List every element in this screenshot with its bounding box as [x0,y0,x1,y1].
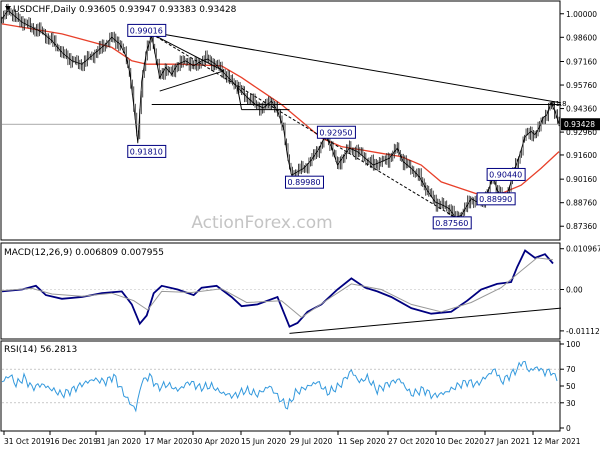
price-annotation-label: 0.92950 [319,128,352,137]
macd-y-tick-label: 0.00 [566,286,583,295]
rsi-y-axis: 100 70 50 30 0 [560,340,581,433]
rsi-panel: RSI(14) 56.2813 100 70 50 30 0 [0,340,581,433]
price-y-tick-label: 0.95760 [566,81,597,90]
price-annotation-label: 0.88990 [479,195,512,204]
last-price-label: 0.93428 [564,120,595,129]
price-line [1,9,560,218]
price-annotation-box [432,216,472,230]
macd-trendline [289,307,562,334]
trendline [151,31,562,104]
price-annotation-box [127,23,167,37]
price-y-tick-label: 0.94360 [566,105,597,114]
last-price-box [561,118,600,131]
price-annotation-label: 0.87560 [435,219,468,228]
price-y-tick-label: 0.92960 [566,128,597,137]
rsi-plot [1,360,560,413]
trendline [159,70,224,92]
macd-y-axis: 0.010967 0.00 -0.011127 [560,245,600,336]
macd-panel: MACD(12,26,9) 0.006809 0.007955 0.010967… [0,242,600,340]
price-plot: 0.99016 0.91810 0.92950 0.89980 0.90440 0.889… [1,3,567,230]
rsi-y-tick-label: 30 [566,399,576,408]
price-title-text: USDCHF,Daily 0.93605 0.93947 0.93383 0.9… [13,5,237,15]
price-y-tick-label: 0.97160 [566,58,597,67]
x-tick-label: 16 Dec 2019 [50,437,98,446]
price-annotation-label: 61.8 [551,100,567,108]
price-annotation-box [486,167,526,181]
rsi-y-tick-label: 0 [566,424,571,433]
x-tick-label: 30 Apr 2020 [193,437,240,446]
x-tick-label: 27 Oct 2020 [388,437,435,446]
x-tick-label: 27 Jan 2021 [485,437,530,446]
price-panel: 0.99016 0.91810 0.92950 0.89980 0.90440 0.889… [0,0,600,241]
x-tick-label: 31 Oct 2019 [4,437,51,446]
trendlines [151,31,562,223]
price-y-tick-label: 0.90160 [566,175,597,184]
price-annotation-label: 0.99016 [130,26,163,35]
rsi-panel-frame [0,340,561,432]
x-tick-label: 29 Jul 2020 [290,437,333,446]
price-y-tick-label: 0.88760 [566,199,597,208]
price-y-tick-label: 0.98600 [566,33,597,42]
dropdown-triangle-icon[interactable] [5,6,11,11]
rsi-y-tick-label: 100 [566,340,581,349]
price-annotations: 0.99016 0.91810 0.92950 0.89980 0.90440 0.889… [127,23,567,230]
macd-panel-frame [0,242,561,340]
macd-series-signal [1,257,554,319]
price-annotation-box [476,192,516,206]
macd-series-macd [1,249,554,328]
rsi-title-text: RSI(14) 56.2813 [4,345,77,355]
trendline [237,87,243,110]
price-annotation-label: 0.89980 [287,178,320,187]
rsi-y-tick-label: 70 [566,365,576,374]
watermark: ActionForex.com [191,213,332,233]
x-tick-label: 11 Sep 2020 [338,437,386,446]
trendline [151,33,464,223]
macd-y-tick-label: 0.010967 [566,245,600,254]
trendline [151,33,224,72]
price-y-tick-label: 0.87360 [566,222,597,231]
price-y-tick-label: 1.00000 [566,10,597,19]
rsi-y-tick-label: 50 [566,382,576,391]
macd-y-tick-label: -0.011127 [566,327,600,336]
price-annotation-box [127,144,167,158]
price-annotation-box [316,125,356,139]
x-tick-label: 31 Jan 2020 [96,437,141,446]
macd-plot [1,249,562,334]
price-y-tick-label: 0.91600 [566,151,597,160]
price-y-axis: 1.00000 0.98600 0.97160 0.95760 0.94360 0.929… [560,10,600,231]
macd-title-text: MACD(12,26,9) 0.006809 0.007955 [4,248,164,258]
x-tick-label: 10 Dec 2020 [436,437,484,446]
x-tick-label: 12 Mar 2021 [533,437,581,446]
price-annotation-label: 0.91810 [130,147,163,156]
price-annotation-box [284,175,324,189]
x-tick-label: 17 Mar 2020 [145,437,193,446]
price-title: USDCHF,Daily 0.93605 0.93947 0.93383 0.9… [5,5,237,15]
x-tick-label: 15 Jun 2020 [241,437,286,446]
rsi-line [1,360,558,413]
price-annotation-label: 0.90440 [489,170,522,179]
